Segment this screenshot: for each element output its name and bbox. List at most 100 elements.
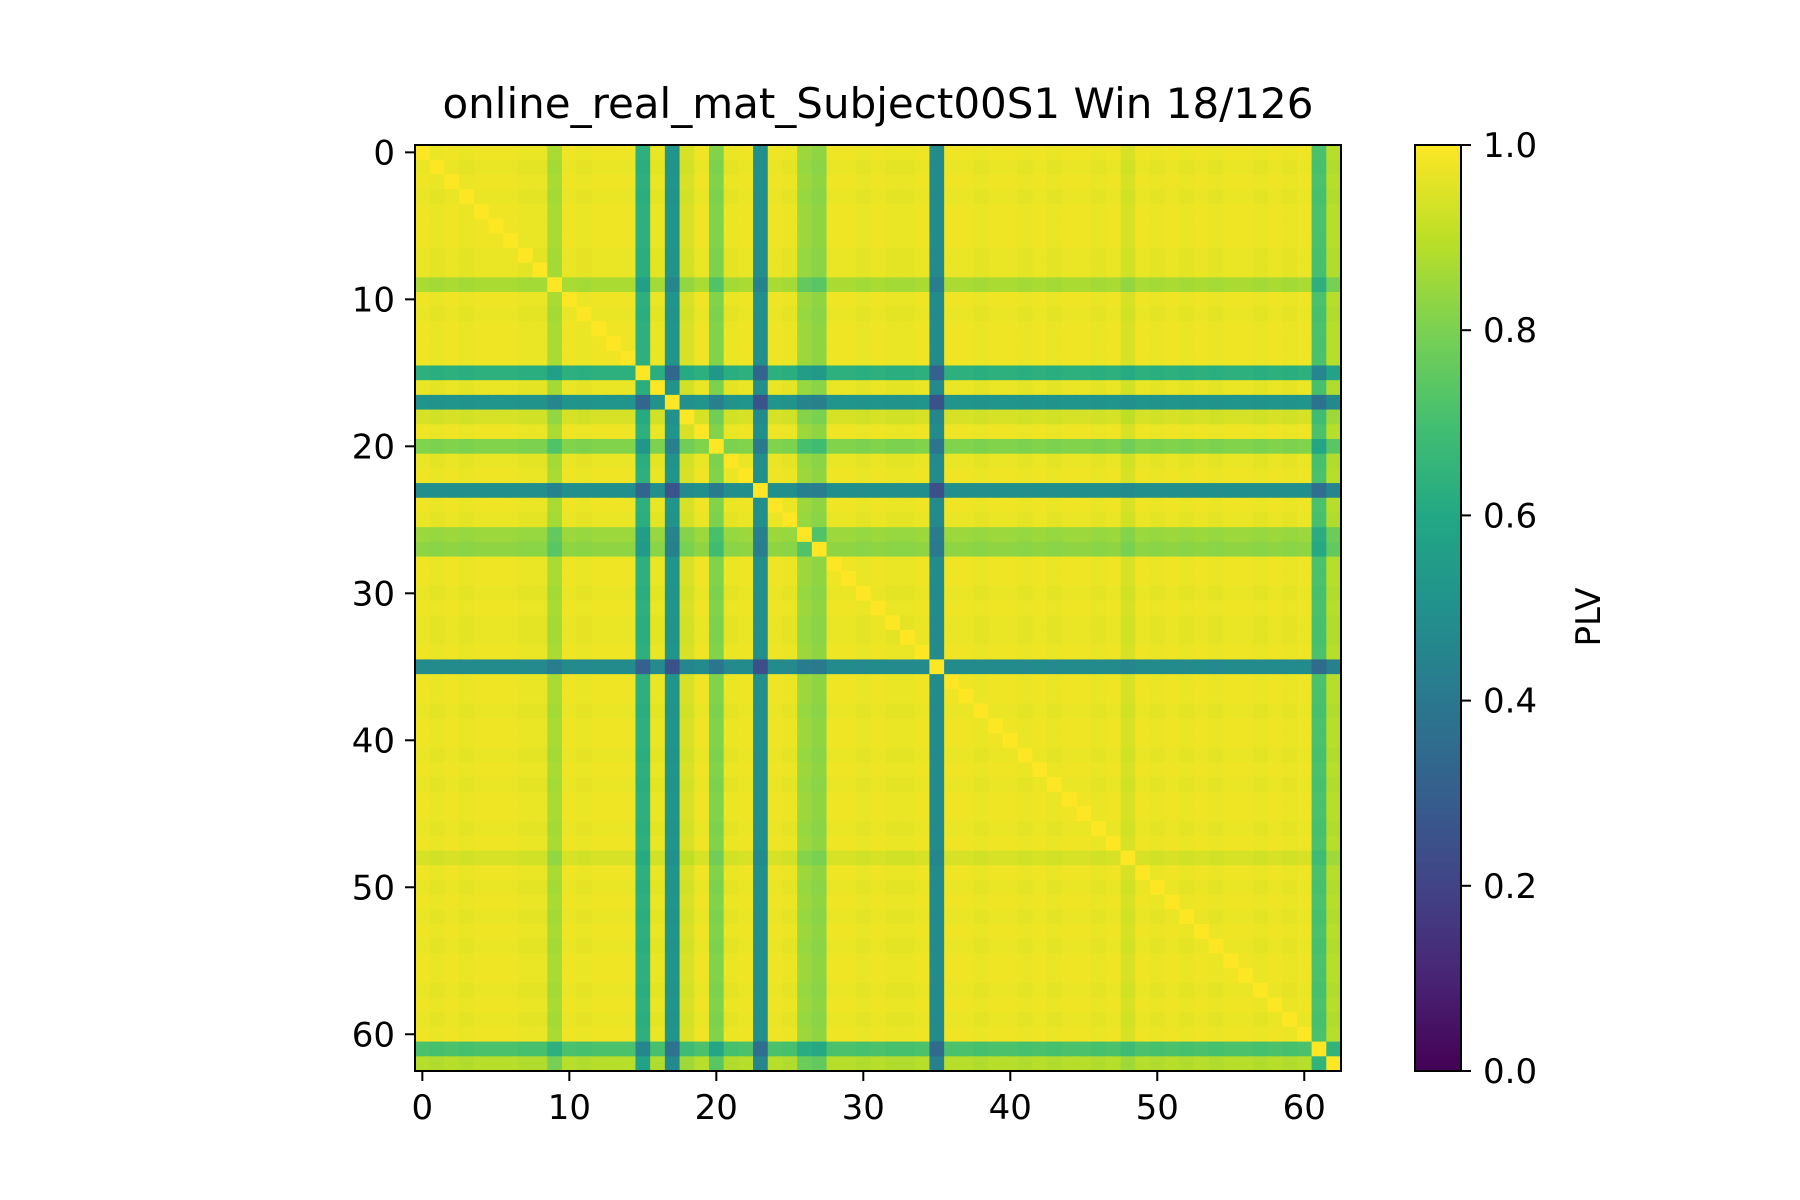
- heatmap-cell: [1149, 732, 1166, 749]
- heatmap-cell: [1164, 879, 1180, 896]
- heatmap-cell: [488, 409, 504, 425]
- heatmap-cell: [679, 394, 695, 411]
- heatmap-cell: [444, 879, 460, 896]
- heatmap-cell: [723, 218, 739, 234]
- heatmap-cell: [1032, 571, 1048, 587]
- heatmap-cell: [944, 630, 960, 646]
- heatmap-cell: [1311, 1041, 1327, 1057]
- heatmap-cell: [1105, 732, 1122, 749]
- heatmap-cell: [1061, 777, 1078, 793]
- heatmap-cell: [1105, 1026, 1122, 1043]
- heatmap-cell: [944, 424, 960, 440]
- heatmap-cell: [738, 527, 754, 543]
- heatmap-cell: [885, 718, 901, 734]
- heatmap-cell: [1238, 277, 1254, 293]
- heatmap-cell: [1311, 688, 1327, 705]
- heatmap-cell: [473, 850, 490, 866]
- heatmap-cell: [1194, 571, 1210, 587]
- heatmap-cell: [929, 953, 945, 969]
- heatmap-cell: [958, 159, 975, 175]
- heatmap-cell: [738, 968, 754, 984]
- heatmap-cell: [1017, 762, 1033, 778]
- heatmap-cell: [444, 924, 460, 940]
- heatmap-cell: [753, 468, 769, 484]
- heatmap-cell: [606, 1041, 622, 1057]
- heatmap-cell: [855, 468, 872, 484]
- heatmap-cell: [620, 630, 637, 646]
- heatmap-cell: [753, 350, 769, 367]
- heatmap-cell: [1267, 865, 1283, 881]
- heatmap-cell: [1326, 203, 1342, 220]
- heatmap-cell: [1194, 350, 1210, 367]
- heatmap-cell: [900, 938, 916, 955]
- heatmap-cell: [1238, 953, 1254, 969]
- heatmap-cell: [767, 247, 784, 264]
- heatmap-cell: [576, 203, 592, 220]
- heatmap-cell: [738, 365, 754, 381]
- heatmap-cell: [1120, 291, 1136, 308]
- heatmap-cell: [1076, 600, 1092, 616]
- heatmap-cell: [1076, 762, 1092, 778]
- heatmap-cell: [1326, 659, 1342, 675]
- heatmap-cell: [1311, 909, 1327, 925]
- heatmap-cell: [1017, 747, 1033, 763]
- heatmap-cell: [517, 585, 534, 602]
- heatmap-cell: [1002, 791, 1019, 808]
- heatmap-cell: [1208, 247, 1225, 264]
- heatmap-cell: [1252, 644, 1269, 661]
- heatmap-cell: [855, 674, 872, 690]
- heatmap-cell: [429, 821, 445, 837]
- heatmap-cell: [547, 821, 563, 837]
- heatmap-cell: [1296, 835, 1313, 852]
- heatmap-cell: [738, 644, 754, 661]
- heatmap-cell: [488, 468, 504, 484]
- heatmap-cell: [415, 145, 431, 161]
- heatmap-cell: [767, 747, 784, 763]
- heatmap-cell: [1252, 365, 1269, 381]
- heatmap-cell: [900, 644, 916, 661]
- heatmap-cell: [1017, 703, 1033, 719]
- heatmap-cell: [841, 644, 857, 661]
- heatmap-cell: [900, 674, 916, 690]
- heatmap-cell: [576, 159, 592, 175]
- heatmap-cell: [1135, 777, 1151, 793]
- heatmap-cell: [826, 850, 842, 866]
- heatmap-cell: [1061, 953, 1078, 969]
- heatmap-cell: [767, 879, 784, 896]
- heatmap-cell: [1135, 409, 1151, 425]
- heatmap-cell: [900, 1012, 916, 1028]
- heatmap-cell: [1105, 350, 1122, 367]
- heatmap-cell: [429, 556, 445, 572]
- heatmap-cell: [1076, 821, 1092, 837]
- heatmap-cell: [885, 306, 901, 322]
- heatmap-cell: [561, 747, 578, 763]
- heatmap-cell: [488, 835, 504, 852]
- heatmap-cell: [958, 894, 975, 910]
- heatmap-cell: [1282, 894, 1298, 910]
- heatmap-cell: [503, 982, 519, 999]
- heatmap-cell: [973, 380, 989, 396]
- heatmap-cell: [841, 512, 857, 528]
- heatmap-cell: [547, 306, 563, 322]
- heatmap-cell: [444, 174, 460, 190]
- heatmap-cell: [1267, 674, 1283, 690]
- heatmap-cell: [1047, 556, 1063, 572]
- heatmap-cell: [855, 718, 872, 734]
- heatmap-cell: [1149, 585, 1166, 602]
- heatmap-cell: [738, 159, 754, 175]
- heatmap-cell: [723, 1012, 739, 1028]
- heatmap-cell: [767, 453, 784, 469]
- heatmap-cell: [767, 336, 784, 352]
- heatmap-cell: [855, 218, 872, 234]
- heatmap-cell: [738, 468, 754, 484]
- heatmap-cell: [429, 644, 445, 661]
- heatmap-cell: [1017, 585, 1033, 602]
- heatmap-cell: [576, 615, 592, 631]
- heatmap-cell: [1164, 483, 1180, 499]
- heatmap-cell: [591, 424, 607, 440]
- heatmap-cell: [782, 277, 798, 293]
- heatmap-cell: [532, 777, 548, 793]
- heatmap-cell: [1223, 262, 1239, 278]
- heatmap-cell: [444, 350, 460, 367]
- heatmap-cell: [429, 879, 445, 896]
